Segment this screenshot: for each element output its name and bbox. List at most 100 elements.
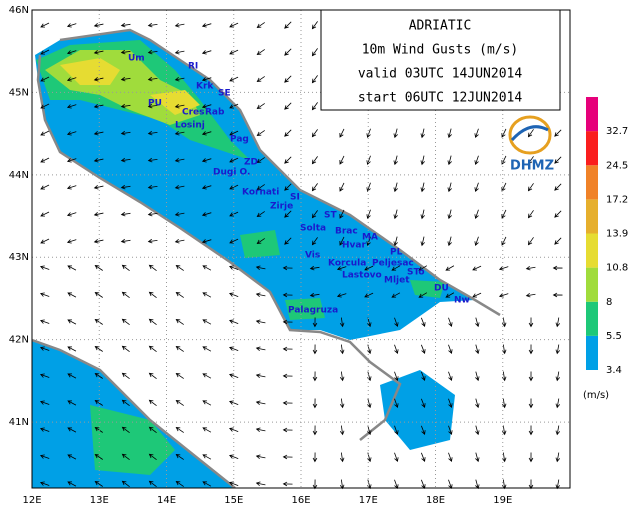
wind-arrow [418,265,428,271]
wind-arrow [40,157,50,163]
wind-arrow [93,23,104,28]
wind-arrow [447,182,452,193]
place-label: Zirje [270,202,293,212]
wind-arrow [201,23,212,28]
wind-arrow [66,212,77,217]
wind-arrow [475,398,480,409]
wind-arrow [527,156,534,165]
wind-arrow [175,426,184,433]
wind-arrow [256,22,265,29]
wind-arrow [528,398,534,409]
wind-arrow [256,157,265,164]
wind-arrow [448,452,453,463]
wind-arrow [475,371,480,382]
wind-arrow [201,239,212,244]
wind-arrow [284,48,292,56]
wind-arrow [229,346,239,351]
place-label: DU [434,284,449,294]
wind-arrow [501,128,507,138]
colorbar-label: 3.4 [606,365,622,376]
wind-arrow [445,292,455,298]
wind-arrow [175,264,184,271]
wind-arrow [40,49,50,55]
wind-arrow [148,372,157,380]
wind-arrow [418,292,428,298]
wind-arrow [501,398,507,409]
wind-arrow [309,292,320,298]
wind-arrow [94,373,103,379]
title-line: ADRIATIC [409,19,472,34]
wind-arrow [555,425,561,436]
wind-arrow [94,346,103,352]
wind-arrow [147,184,158,190]
wind-arrow [256,184,265,191]
wind-arrow [554,183,562,191]
wind-arrow [67,400,77,406]
wind-arrow [256,130,265,137]
place-label: Dugi O. [213,168,250,178]
wind-arrow [255,400,266,405]
wind-arrow [147,49,158,55]
wind-arrow [120,103,131,109]
colorbar-label: 24.5 [606,160,628,171]
wind-arrow [309,265,320,271]
wind-arrow [148,264,157,272]
wind-arrow [364,292,374,298]
wind-arrow [472,265,482,271]
colorbar-label: 13.9 [606,229,628,240]
wind-arrow [202,319,212,325]
wind-arrow [175,318,184,325]
title-frame [320,9,561,111]
wind-arrow [67,346,77,352]
y-tick-label: 43N [9,252,29,263]
wind-arrow [312,398,318,409]
wind-arrow [525,265,536,271]
wind-arrow [201,50,212,55]
place-label: PL [390,248,403,258]
wind-arrow [420,344,426,354]
wind-arrow [147,103,158,109]
wind-arrow [229,22,239,28]
wind-arrow [527,210,534,219]
wind-arrow [174,104,185,109]
wind-arrow [339,425,345,436]
wind-arrow [282,454,293,460]
place-label: Rab [205,108,225,118]
place-label: RI [188,62,198,72]
wind-arrow [255,481,266,486]
place-label: Lastovo [342,271,382,281]
wind-arrow [472,292,482,298]
wind-arrow [256,238,265,245]
croatia-coast [59,28,501,317]
wind-arrow [339,452,345,463]
wind-arrow [501,317,507,328]
wind-arrow [366,182,371,193]
wind-arrow [229,454,239,459]
wind-arrow [175,480,184,487]
wind-arrow [391,292,401,298]
colorbar: 3.4 5.5 8 10.8 13.9 17.2 24.5 32.7 (m/s) [583,97,628,401]
wind-arrow [174,23,185,28]
wind-arrow [339,398,345,409]
wind-arrow [201,158,212,163]
colorbar-label: 17.2 [606,194,628,205]
wind-arrow [147,238,158,244]
wind-arrow [501,236,507,246]
colorbar-segment [586,97,598,132]
wind-arrow [66,23,77,28]
wind-arrow [94,481,103,487]
wind-arrow [447,209,452,220]
sea-gusts-green-patch [240,230,445,320]
wind-arrow [448,344,453,355]
wind-arrow [312,344,318,355]
wind-arrow [501,344,507,355]
wind-arrow [40,76,50,82]
x-tick-label: 13E [90,495,109,506]
wind-arrow [420,371,426,381]
wind-arrow [120,130,131,136]
wind-arrow [282,346,293,352]
x-tick-label: 14E [157,495,176,506]
wind-arrow [148,291,157,299]
place-label: Hvar [342,241,366,251]
